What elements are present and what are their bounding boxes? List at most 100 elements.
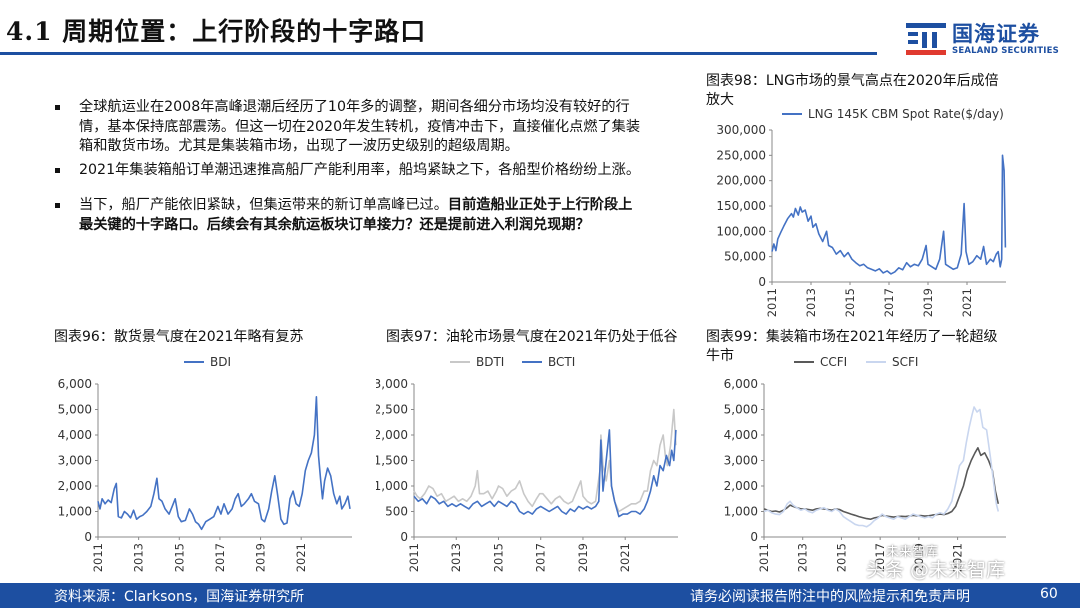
series-line-scfi [763,406,1000,528]
caption-fig99: 图表99：集装箱市场在2021年经历了一轮超级牛市 [706,329,998,364]
x-tick-label: 2011 [765,288,779,317]
y-tick-label: 100,000 [716,224,766,238]
page-number: 60 [1040,586,1058,602]
y-tick-label: 3,000 [724,454,758,468]
logo-chinese-text: 国海证券 [952,22,1040,46]
y-tick-label: 0 [758,275,766,289]
x-tick-label: 2019 [254,543,268,572]
series-line-bdi [97,396,351,531]
x-tick-label: 2015 [843,288,857,317]
x-tick-label: 2011 [757,543,771,572]
y-tick-label: 500 [385,505,408,519]
y-tick-label: 5,000 [58,403,92,417]
y-tick-label: 50,000 [724,250,766,264]
y-tick-label: 1,000 [376,479,408,493]
chart-container-svg: 0 1,000 2,000 3,000 4,000 5,000 6,000 2011 2013 2… [724,355,1006,572]
x-tick-label: 2021 [951,543,965,572]
legend-label: BDTI [476,355,504,369]
sealand-logo-icon [906,23,946,55]
y-tick-label: 1,500 [376,454,408,468]
x-tick-label: 2015 [172,543,186,572]
bullet-item: 当下，船厂产能依旧紧缺，但集运带来的新订单高峰已过。目前造船业正处于上行阶段上最… [55,196,645,235]
x-tick-label: 2013 [804,288,818,317]
footer-source: 资料来源：Clarksons，国海证券研究所 [54,589,305,605]
x-tick-label: 2019 [921,288,935,317]
y-tick-label: 4,000 [58,428,92,442]
x-tick-label: 2017 [213,543,227,572]
footer-bar [0,583,1080,608]
bullet-square-icon [55,203,60,208]
series-line-bcti [413,429,677,518]
caption-fig98: 图表98：LNG市场的景气高点在2020年后成倍放大 [706,73,999,108]
x-tick-label: 2013 [796,543,810,572]
y-tick-label: 0 [84,530,92,544]
x-tick-label: 2019 [912,543,926,572]
y-tick-label: 300,000 [716,123,766,137]
chart-tanker-svg: 0 500 1,000 1,500 2,000 2,500 3,000 2011 2013 201… [376,355,678,572]
x-tick-label: 2015 [491,543,505,572]
y-tick-label: 1,000 [58,505,92,519]
caption-fig96: 图表96：散货景气度在2021年略有复苏 [54,329,304,345]
x-tick-label: 2013 [132,543,146,572]
y-tick-label: 3,000 [376,377,408,391]
y-tick-label: 200,000 [716,174,766,188]
x-tick-label: 2017 [873,543,887,572]
bullet-item: 2021年集装箱船订单潮迅速推高船厂产能利用率，船坞紧缺之下，各船型价格纷纷上涨… [55,161,645,181]
bullet-text: 当下，船厂产能依旧紧缺，但集运带来的新订单高峰已过。 [79,197,448,213]
x-tick-label: 2011 [91,543,105,572]
chart-bdi-svg: 0 1,000 2,000 3,000 4,000 5,000 6,000 2011 2013 2… [58,355,352,572]
legend-label: CCFI [820,355,847,369]
series-line-lng [771,154,1007,275]
x-tick-label: 2013 [449,543,463,572]
footer-disclaimer: 请务必阅读报告附注中的风险提示和免责声明 [690,589,970,605]
chart-container: 0 1,000 2,000 3,000 4,000 5,000 6,000 2011 2013 2… [700,352,1020,577]
legend-label: BCTI [548,355,575,369]
y-tick-label: 3,000 [58,454,92,468]
y-tick-label: 4,000 [724,428,758,442]
x-tick-label: 2021 [294,543,308,572]
y-tick-label: 150,000 [716,199,766,213]
bullet-square-icon [55,167,60,173]
bullet-item: 全球航运业在2008年高峰退潮后经历了10年多的调整，期间各细分市场均没有较好的… [55,98,645,157]
section-title: 周期位置：上行阶段的十字路口 [62,17,427,46]
x-tick-label: 2021 [618,543,632,572]
y-tick-label: 250,000 [716,148,766,162]
bullet-text: 全球航运业在2008年高峰退潮后经历了10年多的调整，期间各细分市场均没有较好的… [79,99,641,154]
chart-lng-svg: 0 50,000 100,000 150,000 200,000 250,000 300,0… [716,107,1007,317]
x-tick-label: 2021 [960,288,974,317]
watermark-small: 未来智库 [886,545,939,560]
x-tick-label: 2015 [834,543,848,572]
y-tick-label: 2,000 [58,479,92,493]
company-logo: 国海证券 SEALAND SECURITIES [906,18,1066,58]
y-tick-label: 2,500 [376,403,408,417]
page-title: 4.1 周期位置：上行阶段的十字路口 [6,12,426,48]
bullet-list: 全球航运业在2008年高峰退潮后经历了10年多的调整，期间各细分市场均没有较好的… [55,98,645,239]
x-tick-label: 2019 [576,543,590,572]
chart-bdi: 0 1,000 2,000 3,000 4,000 5,000 6,000 2011 2013 2… [48,352,358,577]
series-line-ccfi [763,447,1000,520]
x-tick-label: 2017 [882,288,896,317]
y-tick-label: 0 [400,530,408,544]
legend-label: SCFI [892,355,918,369]
section-number: 4.1 [6,17,53,46]
y-tick-label: 2,000 [724,479,758,493]
x-tick-label: 2017 [534,543,548,572]
logo-english-text: SEALAND SECURITIES [952,46,1059,56]
bullet-text: 2021年集装箱船订单潮迅速推高船厂产能利用率，船坞紧缺之下，各船型价格纷纷上涨… [79,161,641,178]
chart-lng: 0 50,000 100,000 150,000 200,000 250,000 300,0… [700,100,1020,320]
y-tick-label: 5,000 [724,403,758,417]
bullet-bold-text: 目前造船业正处于上行阶段上最关键的十字路口。后续会有其余航运板块订单接力？还是提… [79,197,633,233]
y-tick-label: 0 [750,530,758,544]
y-tick-label: 6,000 [724,377,758,391]
chart-tanker: 0 500 1,000 1,500 2,000 2,500 3,000 2011 2013 201… [376,352,686,577]
legend-label: LNG 145K CBM Spot Rate($/day) [808,107,1004,121]
legend-label: BDI [210,355,231,369]
y-tick-label: 2,000 [376,428,408,442]
y-tick-label: 6,000 [58,377,92,391]
watermark: 头条 @未来智库 [866,559,1006,581]
bullet-square-icon [55,105,60,110]
y-tick-label: 1,000 [724,505,758,519]
x-tick-label: 2011 [407,543,421,572]
caption-fig97: 图表97：油轮市场景气度在2021年仍处于低谷 [386,329,678,345]
series-line-bdti [413,408,677,513]
